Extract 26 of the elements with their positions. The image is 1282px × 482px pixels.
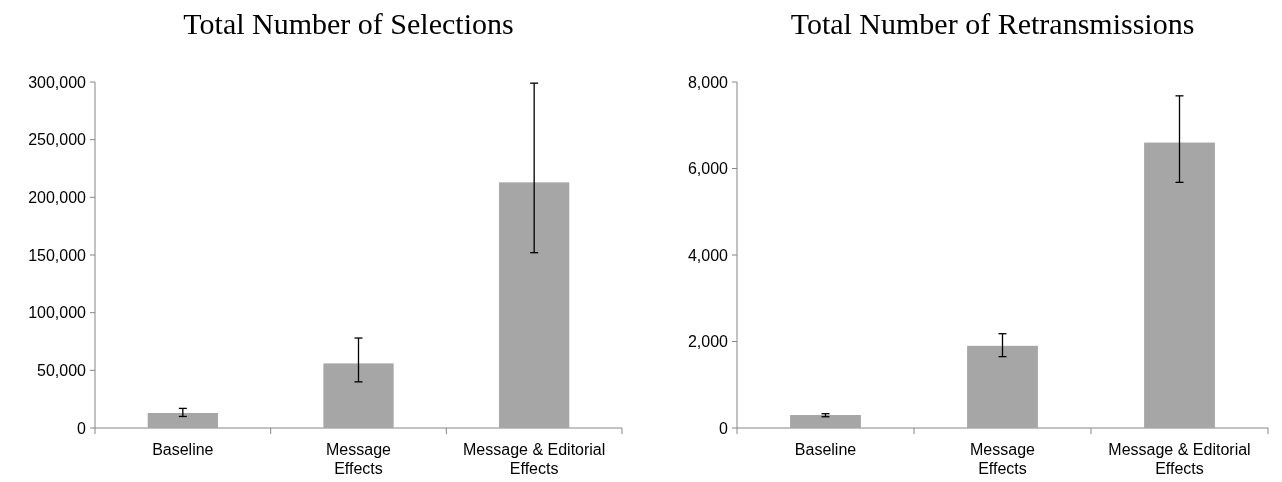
chart-title: Total Number of Selections	[183, 7, 514, 40]
x-tick-label: Message & Editorial Effects	[463, 441, 606, 477]
y-tick-label: 6,000	[687, 160, 729, 178]
y-tick-label: 0	[719, 419, 729, 437]
y-tick-label: 150,000	[28, 246, 87, 264]
y-tick-label: 2,000	[687, 333, 729, 351]
bar	[1144, 142, 1215, 428]
bar	[790, 415, 861, 428]
x-tick-label: Message & Editorial Effects	[1108, 441, 1251, 477]
y-tick-label: 250,000	[28, 131, 87, 149]
y-tick-label: 300,000	[28, 73, 87, 91]
bar	[499, 182, 570, 428]
chart-title: Total Number of Retransmissions	[790, 7, 1195, 40]
x-tick-label: Baseline	[152, 441, 214, 458]
y-tick-label: 4,000	[687, 246, 729, 264]
y-tick-label: 8,000	[687, 73, 729, 91]
y-tick-label: 50,000	[37, 361, 87, 379]
y-tick-label: 100,000	[28, 304, 87, 322]
y-tick-label: 200,000	[28, 188, 87, 206]
bar	[147, 413, 218, 428]
y-tick-label: 0	[77, 419, 87, 437]
x-tick-label: Message Effects	[970, 441, 1036, 477]
bar	[967, 345, 1038, 428]
x-tick-label: Baseline	[794, 441, 857, 458]
bar	[323, 363, 394, 428]
x-tick-label: Message Effects	[326, 441, 392, 477]
